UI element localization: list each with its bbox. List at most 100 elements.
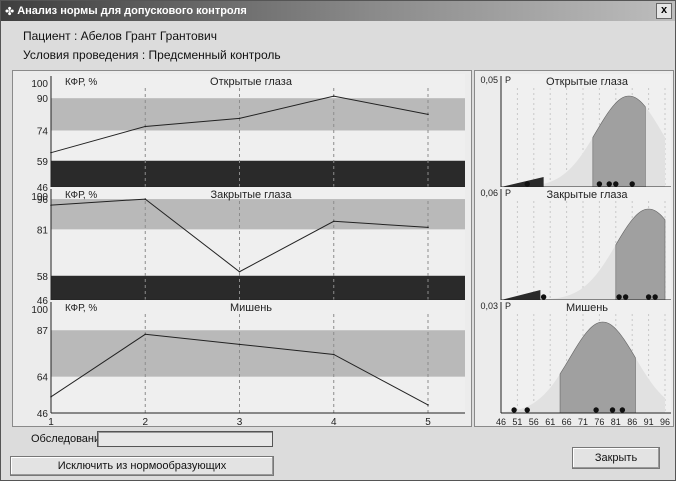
norm-area	[592, 95, 646, 188]
risk-band	[51, 275, 465, 300]
y-axis-label: КФР, %	[65, 190, 97, 201]
data-point	[606, 181, 612, 187]
x-tick-label: 81	[611, 417, 621, 426]
series-point	[144, 333, 147, 336]
y-axis-label: КФР, %	[65, 77, 97, 88]
series-point	[427, 226, 429, 229]
x-tick-label: 76	[594, 417, 604, 426]
series-point	[238, 343, 241, 346]
window-title: Анализ нормы для допускового контроля	[17, 5, 247, 17]
y-tick-label: 87	[37, 326, 49, 337]
exam-field[interactable]	[97, 431, 273, 447]
y-tick-label: 58	[37, 272, 49, 283]
x-tick-label: 91	[644, 417, 654, 426]
x-tick-label: 61	[545, 417, 555, 426]
x-tick-label: 1	[48, 417, 54, 426]
distribution-panel: 0,05 P Открытые глаза 0,06 P Закрытые глаза 0,…	[474, 70, 674, 427]
chart-title: Закрытые глаза	[546, 189, 628, 201]
series-point	[238, 117, 241, 120]
data-point	[645, 294, 652, 300]
series-point	[50, 396, 52, 398]
x-tick-label: 4	[331, 417, 337, 426]
app-icon: ✤	[5, 5, 15, 18]
y-max-label: 0,06	[480, 188, 498, 198]
y-tick-label: 81	[37, 225, 49, 236]
y-tick-label: 100	[31, 192, 48, 203]
data-point	[511, 407, 517, 413]
y-axis-label: КФР, %	[65, 303, 97, 314]
exclude-button[interactable]: Исключить из нормообразующих	[10, 456, 274, 476]
series-point	[238, 270, 241, 273]
data-point	[616, 294, 622, 300]
norm-area	[559, 321, 636, 414]
series-point	[427, 113, 429, 116]
series-point	[332, 220, 335, 223]
series-point	[50, 151, 52, 154]
y-tick-label: 46	[37, 183, 49, 194]
data-point	[524, 407, 530, 413]
y-axis-label: P	[505, 188, 511, 198]
norm-band	[51, 199, 465, 230]
x-tick-label: 71	[578, 417, 588, 426]
y-tick-label: 46	[37, 409, 49, 420]
trend-chart-1: 100 90 74 59 46 КФР, % Открытые глаза	[31, 74, 465, 194]
data-point	[629, 181, 635, 187]
data-point	[609, 407, 616, 413]
y-tick-label: 74	[37, 126, 49, 137]
series-point	[144, 198, 147, 200]
y-tick-label: 96	[37, 195, 49, 206]
risk-area	[501, 290, 541, 300]
patient-info: Пациент : Абелов Грант Грантович	[23, 29, 218, 43]
data-point	[652, 294, 658, 300]
risk-band	[51, 160, 465, 187]
data-point	[622, 294, 629, 300]
series-point	[427, 404, 429, 406]
data-point	[593, 407, 599, 413]
distribution-chart-1: 0,05 P Открытые глаза	[480, 74, 671, 188]
close-icon[interactable]: x	[656, 3, 672, 19]
y-axis-label: P	[505, 301, 511, 311]
chart-title: Открытые глаза	[546, 76, 629, 88]
exam-label: Обследование	[31, 433, 107, 445]
data-point	[596, 181, 603, 187]
y-tick-label: 46	[37, 296, 49, 307]
distribution-chart-3: 0,03PМишень4651566166717681869196КФР, %	[480, 300, 671, 426]
conditions-info: Условия проведения : Предсменный контрол…	[23, 48, 281, 62]
close-button[interactable]: Закрыть	[572, 447, 660, 469]
x-tick-label: 5	[425, 417, 431, 426]
chart-title: Закрытые глаза	[210, 189, 292, 201]
x-tick-label: 96	[660, 417, 670, 426]
series-point	[50, 204, 52, 206]
y-tick-label: 100	[31, 305, 48, 316]
chart-title: Открытые глаза	[210, 76, 293, 88]
trend-panel: 100 90 74 59 46 КФР, % Открытые глаза 100 96 81 58…	[12, 70, 472, 427]
series-point	[332, 95, 335, 97]
y-max-label: 0,03	[480, 301, 498, 311]
y-tick-label: 64	[37, 373, 49, 384]
x-tick-label: 46	[496, 417, 506, 426]
x-tick-label: 3	[237, 417, 243, 426]
x-tick-label: 66	[562, 417, 572, 426]
x-tick-label: 56	[529, 417, 539, 426]
series-point	[144, 125, 147, 128]
data-point	[524, 181, 530, 187]
y-tick-label: 59	[37, 157, 49, 168]
chart-title: Мишень	[230, 302, 272, 314]
data-point	[613, 181, 619, 187]
x-tick-label: 2	[142, 417, 148, 426]
series-point	[332, 353, 335, 356]
norm-band	[51, 330, 465, 377]
data-point	[619, 407, 626, 413]
y-tick-label: 90	[37, 94, 49, 105]
y-tick-label: 100	[31, 79, 48, 90]
title-bar: ✤ Анализ нормы для допускового контроля …	[1, 1, 675, 21]
norm-area	[615, 208, 666, 301]
distribution-chart-2: 0,06 P Закрытые глаза	[480, 187, 671, 301]
chart-title: Мишень	[566, 302, 608, 314]
x-tick-label: 86	[627, 417, 637, 426]
